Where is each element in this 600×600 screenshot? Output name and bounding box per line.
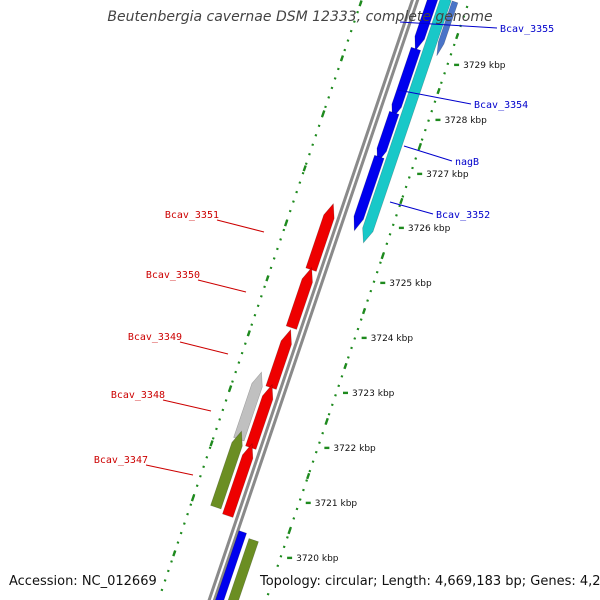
left-minor-tick	[339, 55, 345, 62]
reverse-gene-label: Bcav_3349	[128, 332, 182, 343]
reverse-gene-label: Bcav_3351	[165, 210, 219, 221]
gene-bcav-3355	[414, 0, 439, 52]
left-minor-tick	[246, 330, 251, 337]
gene-steel-sliver	[436, 0, 459, 57]
forward-gene-label: Bcav_3354	[474, 100, 528, 111]
right-minor-tick	[417, 142, 423, 150]
tick-label: 3720 kbp	[296, 554, 339, 564]
right-minor-tick	[380, 252, 385, 260]
left-minor-tick	[209, 440, 214, 447]
right-minor-tick	[324, 417, 329, 425]
reverse-label-leader	[216, 219, 265, 233]
forward-gene-label: Bcav_3355	[500, 24, 554, 35]
left-minor-tick	[302, 165, 307, 172]
forward-label-leader	[399, 21, 498, 29]
topology-text: Topology: circular; Length: 4,669,183 bp…	[258, 574, 600, 589]
gene-layer	[210, 0, 459, 600]
forward-gene-label: nagB	[455, 157, 479, 168]
forward-label-leader	[403, 145, 453, 162]
right-minor-tick	[455, 32, 460, 40]
reverse-label-leader	[179, 341, 229, 355]
gene-bcav-3352	[353, 154, 385, 232]
gene-bcav-3347	[210, 430, 243, 510]
gene-bottom-blue	[215, 530, 247, 600]
reverse-gene-label: Bcav_3350	[146, 270, 200, 281]
right-minor-tick	[343, 362, 348, 370]
right-dotted-ring	[265, 5, 469, 600]
tick-label: 3724 kbp	[371, 334, 414, 344]
tick-label: 3722 kbp	[333, 444, 376, 454]
gene-nagb	[376, 110, 400, 164]
backbone-line-inner	[207, 0, 414, 600]
reverse-label-leader	[162, 399, 212, 412]
right-minor-tick	[287, 527, 292, 535]
tick-label: 3725 kbp	[389, 279, 432, 289]
gene-bcav-3348-red	[245, 383, 274, 450]
left-minor-tick	[321, 110, 326, 117]
forward-gene-label: Bcav_3352	[436, 210, 490, 221]
reverse-gene-label: Bcav_3347	[94, 455, 148, 466]
gene-bcav-3350	[285, 266, 313, 330]
gene-bcav-3348	[233, 371, 263, 442]
tick-layer: 3729 kbp 3728 kbp 3727 kbp 3726 kbp 3725 kbp…	[159, 0, 506, 600]
backbone-line-outer	[212, 0, 420, 600]
reverse-label-leader	[145, 464, 194, 476]
forward-label-leader	[389, 201, 434, 215]
right-minor-tick	[306, 472, 311, 480]
forward-label-leader	[397, 89, 472, 105]
left-minor-tick	[190, 495, 196, 502]
genome-title: Beutenbergia cavernae DSM 12333, complet…	[107, 9, 493, 25]
tick-label: 3729 kbp	[463, 61, 506, 71]
gene-bcav-3354	[391, 46, 422, 120]
left-minor-tick	[358, 0, 363, 7]
tick-label: 3727 kbp	[426, 170, 469, 180]
accession-text: Accession: NC_012669	[7, 574, 159, 589]
tick-label: 3723 kbp	[352, 389, 395, 399]
reverse-label-leader	[197, 279, 247, 293]
gene-bcav-3349	[265, 328, 292, 390]
backbone-layer	[207, 0, 420, 600]
tick-label: 3728 kbp	[444, 116, 487, 126]
gene-bcav-3351	[305, 202, 335, 272]
right-minor-tick	[436, 87, 441, 95]
gene-bottom-olive	[227, 538, 259, 600]
gene-cyan-block	[362, 0, 452, 244]
tick-label: 3721 kbp	[315, 499, 358, 509]
left-minor-tick	[228, 385, 233, 392]
tick-label: 3726 kbp	[408, 224, 451, 234]
gene-bcav-3347-red	[222, 442, 254, 518]
right-minor-tick	[361, 307, 367, 315]
reverse-gene-label: Bcav_3348	[111, 390, 165, 401]
left-minor-tick	[265, 275, 270, 282]
right-minor-tick	[399, 197, 404, 205]
left-minor-tick	[172, 550, 177, 557]
left-minor-tick	[283, 220, 289, 227]
label-layer: Bcav_3355 Bcav_3354 nagB Bcav_3352 Bcav_3351…	[94, 21, 554, 476]
